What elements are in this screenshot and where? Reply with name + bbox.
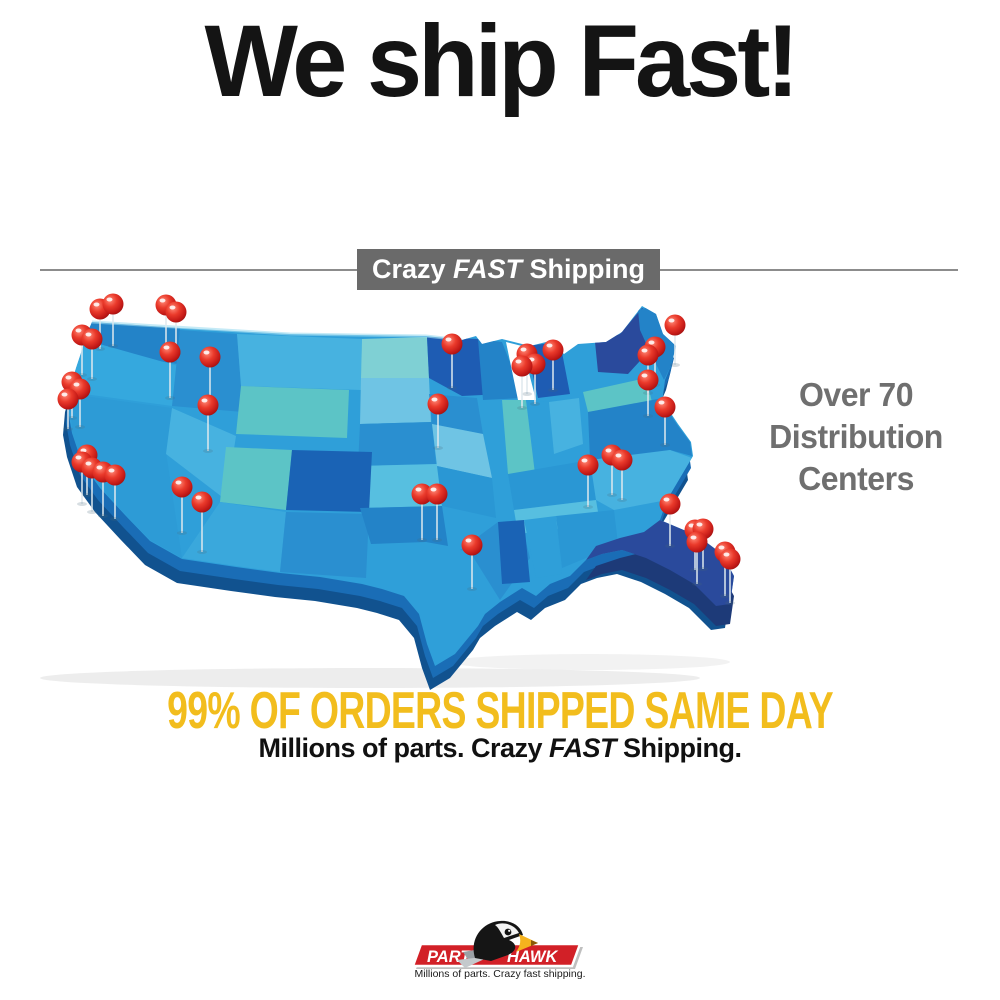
headline: We ship Fast! xyxy=(204,4,800,118)
badge-text-post: Shipping xyxy=(522,254,646,284)
distribution-pin xyxy=(461,534,483,591)
map-shadow xyxy=(40,668,700,688)
distribution-pin xyxy=(441,333,463,390)
tagline: Millions of parts. Crazy FAST Shipping. xyxy=(0,733,1000,764)
distribution-pin xyxy=(81,328,103,381)
distribution-pin xyxy=(611,449,633,502)
map-shadow-2 xyxy=(450,654,730,670)
shipping-badge: Crazy FAST Shipping xyxy=(357,249,660,290)
distribution-pin xyxy=(427,393,449,450)
note-line-3: Centers xyxy=(798,460,914,497)
distribution-pin xyxy=(719,548,741,605)
distribution-pin xyxy=(637,369,659,418)
distribution-pin xyxy=(577,454,599,509)
state-patches xyxy=(70,306,692,600)
distribution-pin xyxy=(542,339,564,392)
partshawk-logo-svg: PARTS HAWK xyxy=(411,920,583,969)
distribution-pin xyxy=(57,388,79,431)
badge-text-fast: FAST xyxy=(453,254,523,284)
partshawk-logo: PARTS HAWK xyxy=(405,914,595,970)
distribution-pin xyxy=(159,341,181,400)
hawk-head-icon xyxy=(457,920,538,968)
note-line-1: Over 70 xyxy=(798,376,914,413)
distribution-pin xyxy=(102,293,124,348)
tagline-fast: FAST xyxy=(549,733,617,763)
distribution-pin xyxy=(664,314,686,367)
distribution-pin xyxy=(426,483,448,542)
us-distribution-map xyxy=(30,282,750,690)
note-line-2: Distribution xyxy=(769,418,943,455)
tagline-post: Shipping. xyxy=(616,733,742,763)
distribution-pin xyxy=(104,464,126,521)
us-map-svg xyxy=(40,293,741,690)
distribution-pin xyxy=(659,493,681,548)
distribution-pin xyxy=(686,531,708,586)
distribution-pin xyxy=(197,394,219,453)
pins-layer xyxy=(57,293,741,605)
badge-text-pre: Crazy xyxy=(371,254,454,284)
distribution-pin xyxy=(171,476,193,535)
stat-headline: 99% OF ORDERS SHIPPED SAME DAY xyxy=(167,682,833,740)
logo-text-hawk: HAWK xyxy=(507,948,558,966)
tagline-pre: Millions of parts. Crazy xyxy=(258,733,550,763)
distribution-pin xyxy=(191,491,213,554)
distribution-pin xyxy=(654,396,676,447)
logo-tagline: Millions of parts. Crazy fast shipping. xyxy=(414,968,586,980)
distribution-centers-note: Over 70 Distribution Centers xyxy=(745,374,966,500)
distribution-pin xyxy=(511,355,533,410)
distribution-pin xyxy=(411,483,433,542)
